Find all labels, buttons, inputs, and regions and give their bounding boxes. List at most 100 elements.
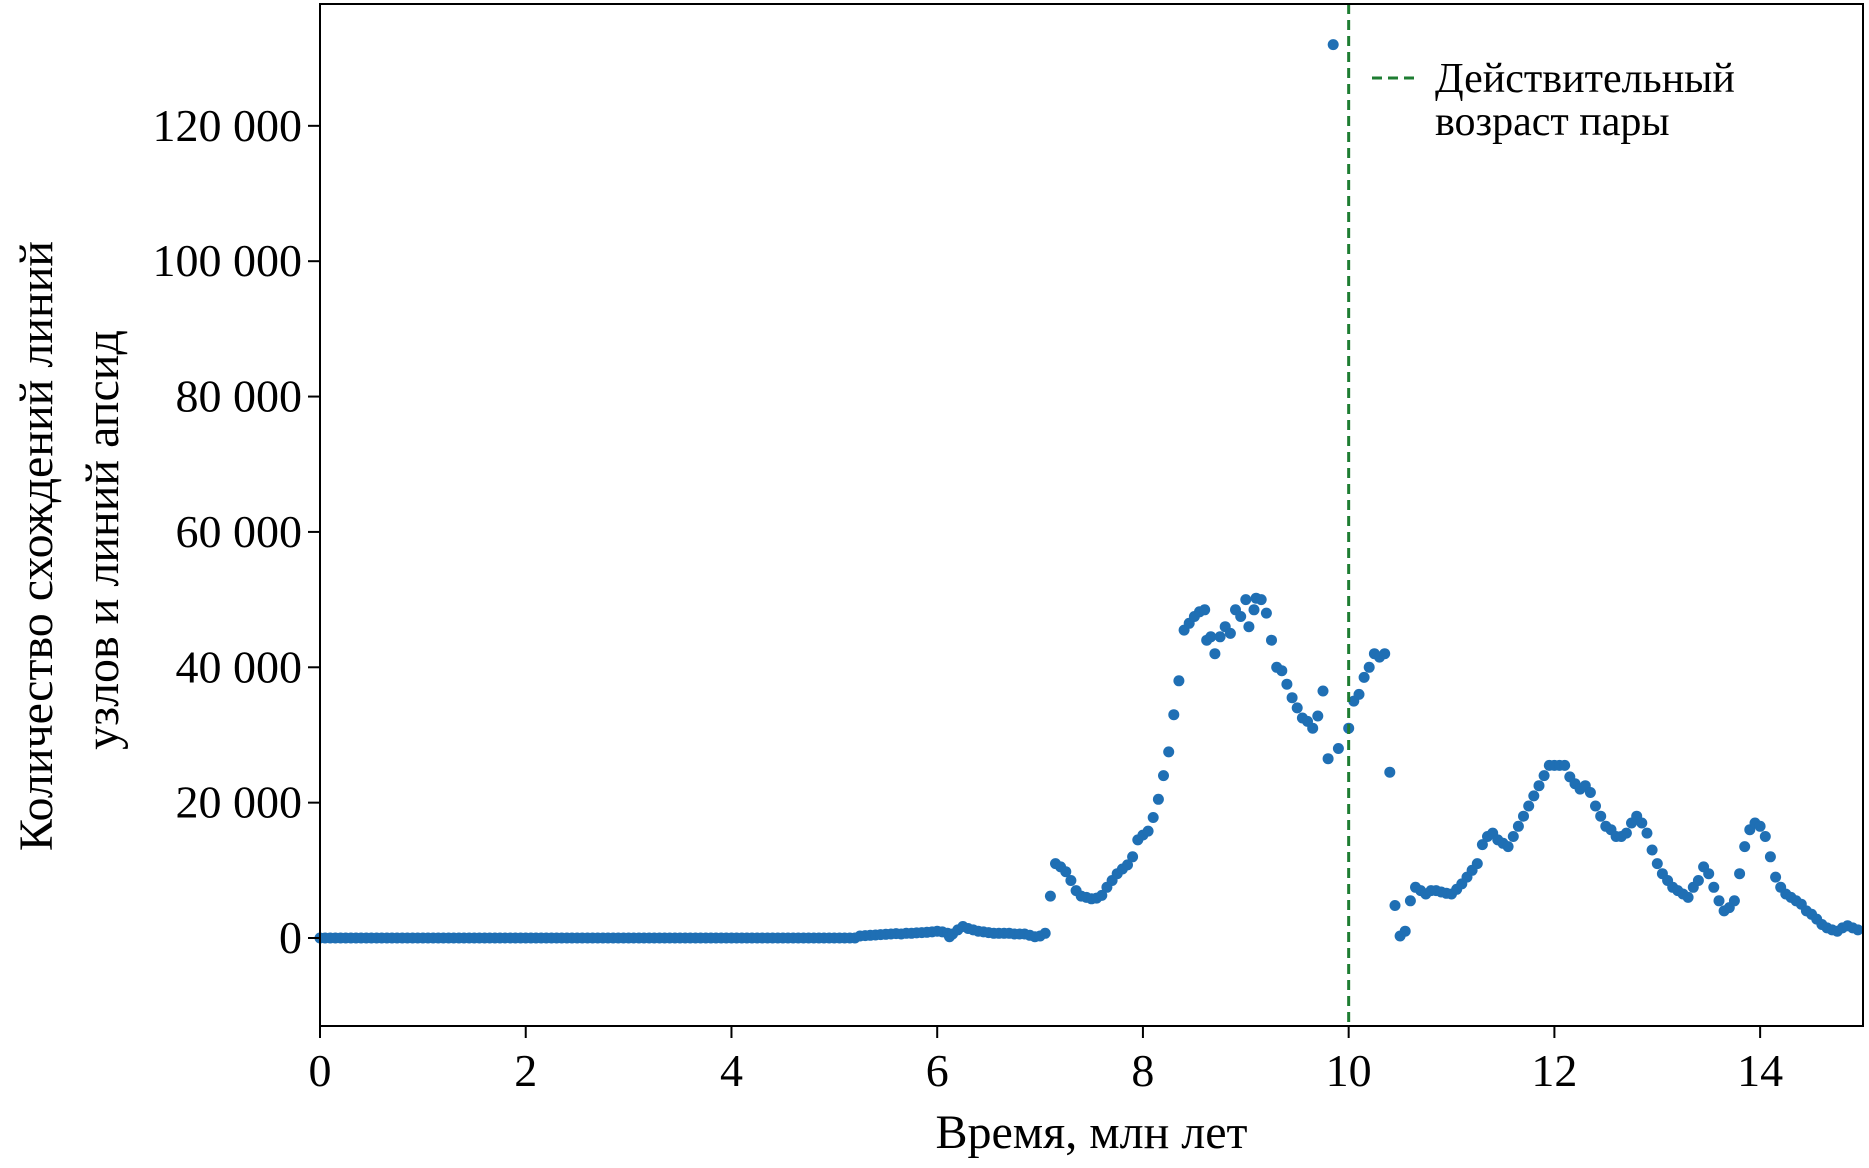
plot-frame bbox=[319, 3, 1864, 1027]
data-point bbox=[1651, 858, 1663, 870]
data-point bbox=[1713, 895, 1725, 907]
data-point bbox=[1404, 895, 1416, 907]
data-point bbox=[1235, 611, 1247, 622]
data-point bbox=[1199, 604, 1211, 616]
data-point bbox=[1209, 648, 1221, 660]
data-point bbox=[1163, 746, 1175, 758]
data-point bbox=[1248, 604, 1260, 616]
data-point bbox=[1353, 688, 1365, 700]
data-point bbox=[1122, 859, 1133, 871]
data-point bbox=[1471, 858, 1483, 870]
data-point bbox=[1142, 825, 1154, 837]
legend: Действительный возраст пары bbox=[1372, 56, 1735, 145]
data-point bbox=[1703, 868, 1715, 880]
x-tick-label: 10 bbox=[1326, 1045, 1372, 1096]
data-point bbox=[1692, 875, 1704, 886]
data-point bbox=[1512, 820, 1524, 832]
data-point bbox=[1739, 841, 1751, 853]
x-tick-label: 14 bbox=[1737, 1045, 1783, 1096]
data-point bbox=[1590, 800, 1601, 812]
data-point bbox=[1260, 607, 1272, 619]
data-point bbox=[1518, 810, 1529, 822]
y-tick-label: 120 000 bbox=[153, 100, 303, 151]
data-point bbox=[1384, 766, 1396, 778]
y-tick-label: 0 bbox=[279, 912, 302, 963]
data-point bbox=[1646, 844, 1658, 856]
data-point bbox=[1764, 851, 1776, 863]
x-axis-label: Время, млн лет bbox=[935, 1106, 1247, 1159]
data-point bbox=[1476, 839, 1488, 851]
legend-label-line-2: возраст пары bbox=[1435, 99, 1670, 145]
data-point bbox=[1276, 665, 1288, 677]
data-point bbox=[1039, 927, 1051, 939]
data-point bbox=[1096, 889, 1108, 901]
y-axis-label: Количество схождений линий узлов и линий… bbox=[10, 229, 129, 851]
y-tick-label: 80 000 bbox=[176, 371, 303, 422]
data-point bbox=[1728, 895, 1740, 907]
data-point bbox=[1266, 634, 1277, 646]
data-point bbox=[1127, 851, 1139, 863]
data-point bbox=[1389, 900, 1401, 911]
y-tick-label: 20 000 bbox=[176, 777, 303, 828]
data-point bbox=[1379, 648, 1391, 660]
data-point bbox=[1255, 594, 1267, 606]
data-point bbox=[1584, 787, 1596, 798]
data-point bbox=[1682, 891, 1694, 903]
data-point bbox=[1399, 925, 1411, 937]
axis-ticks: 0 2 4 6 8 10 12 14 0 20 000 40 000 60 000 80 000 100 … bbox=[153, 100, 1784, 1096]
data-point bbox=[1327, 39, 1339, 51]
data-point bbox=[1852, 924, 1864, 936]
x-tick-label: 0 bbox=[309, 1045, 332, 1096]
data-point bbox=[1307, 722, 1319, 734]
x-tick-label: 6 bbox=[926, 1045, 949, 1096]
data-points bbox=[314, 39, 1864, 944]
data-point bbox=[1708, 881, 1720, 893]
data-point bbox=[1317, 685, 1329, 697]
data-point bbox=[1620, 827, 1632, 839]
y-tick-label: 100 000 bbox=[153, 235, 303, 286]
data-point bbox=[1312, 710, 1324, 722]
data-point bbox=[1363, 661, 1375, 673]
x-tick-label: 8 bbox=[1131, 1045, 1154, 1096]
data-point bbox=[1158, 770, 1169, 782]
data-point bbox=[1291, 702, 1303, 714]
data-point bbox=[1734, 868, 1746, 880]
data-point bbox=[1168, 709, 1180, 721]
data-point bbox=[1224, 627, 1236, 639]
data-point bbox=[1044, 890, 1056, 902]
data-point bbox=[1060, 866, 1072, 878]
data-point bbox=[1152, 793, 1164, 805]
data-point bbox=[1173, 675, 1185, 687]
data-point bbox=[1559, 759, 1571, 771]
data-point bbox=[1243, 621, 1255, 633]
data-point bbox=[1332, 743, 1344, 754]
data-point bbox=[1281, 678, 1293, 690]
data-point bbox=[1147, 812, 1159, 823]
y-tick-label: 40 000 bbox=[176, 641, 303, 692]
legend-label-line-1: Действительный bbox=[1435, 56, 1735, 102]
y-tick-label: 60 000 bbox=[176, 506, 303, 557]
data-point bbox=[1770, 871, 1782, 883]
data-point bbox=[1507, 831, 1519, 842]
data-point bbox=[1065, 875, 1077, 886]
data-point bbox=[1538, 770, 1550, 782]
data-point bbox=[1214, 631, 1226, 643]
x-tick-label: 12 bbox=[1531, 1045, 1577, 1096]
data-point bbox=[1240, 594, 1252, 606]
data-point bbox=[1528, 790, 1540, 802]
data-point bbox=[1322, 753, 1334, 765]
data-point bbox=[1636, 817, 1648, 829]
data-point bbox=[1358, 671, 1370, 683]
y-axis-label-line-2: узлов и линий апсид bbox=[76, 330, 129, 750]
data-point bbox=[1759, 831, 1771, 842]
data-point bbox=[1754, 820, 1766, 832]
data-point bbox=[1502, 841, 1514, 853]
data-point bbox=[1286, 692, 1298, 704]
data-point bbox=[1205, 631, 1217, 643]
x-tick-label: 2 bbox=[514, 1045, 537, 1096]
x-tick-label: 4 bbox=[720, 1045, 743, 1096]
data-point bbox=[1595, 810, 1607, 822]
data-point bbox=[1533, 780, 1545, 792]
y-axis-label-line-1: Количество схождений линий bbox=[10, 241, 63, 851]
